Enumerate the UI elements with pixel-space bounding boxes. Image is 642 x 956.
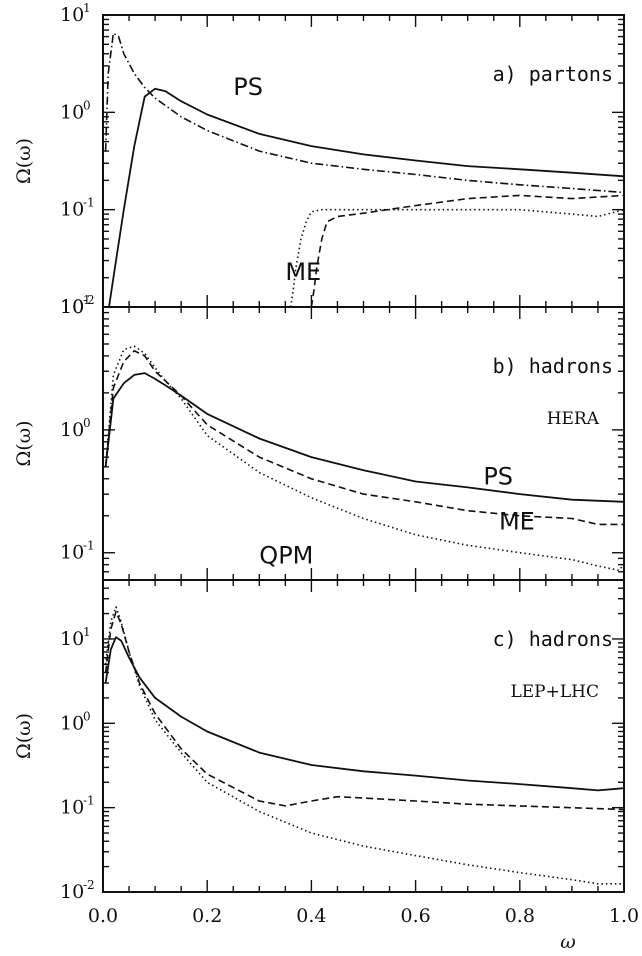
y-tick-label-exponent: -1 (83, 539, 95, 553)
y-tick-label-exponent: -1 (83, 794, 95, 808)
curve-label: QPM (259, 541, 313, 569)
x-axis-label: ω (560, 931, 576, 953)
panel-frame (102, 14, 625, 308)
y-tick-label-exponent: 1 (83, 293, 91, 307)
panel-frame (102, 579, 625, 893)
y-tick-label: 10 (60, 199, 84, 221)
x-tick-label: 0.2 (192, 905, 222, 927)
y-axis-label: Ω(ω) (13, 713, 35, 759)
y-tick-label-exponent: 1 (83, 1, 91, 15)
y-axis-label: Ω(ω) (13, 138, 35, 184)
curve-label: ME (285, 258, 321, 286)
x-tick-label: 0.0 (88, 905, 118, 927)
y-axis-label: Ω(ω) (13, 420, 35, 466)
x-tick-label: 0.6 (400, 905, 430, 927)
y-tick-label: 10 (60, 419, 84, 441)
series-line-dashed (104, 610, 624, 811)
y-tick-label: 10 (60, 296, 84, 318)
y-tick-label: 10 (60, 101, 84, 123)
y-tick-label-exponent: -2 (83, 293, 95, 307)
y-tick-label: 10 (60, 712, 84, 734)
x-tick-label: 0.8 (505, 905, 535, 927)
panel-subtitle: HERA (547, 409, 600, 429)
curve-label: PS (483, 462, 513, 490)
y-tick-label-exponent: -2 (83, 878, 95, 892)
y-tick-label: 10 (60, 542, 84, 564)
y-tick-label: 10 (60, 881, 84, 903)
y-tick-label-exponent: 0 (83, 416, 91, 430)
panel-subtitle: LEP+LHC (510, 682, 599, 702)
panel-frame (102, 306, 625, 581)
y-tick-label: 10 (60, 797, 84, 819)
y-tick-label: 10 (60, 628, 84, 650)
curve-label: ME (499, 507, 535, 535)
curve-label: PS (233, 73, 263, 101)
panel-label: b) hadrons (493, 354, 613, 378)
series-line-solid (108, 87, 624, 307)
series-line-dashed (104, 349, 624, 526)
series-line-solid (104, 372, 624, 503)
series-line-dotted (289, 208, 624, 307)
y-tick-label-exponent: 0 (83, 98, 91, 112)
y-tick-label-exponent: 0 (83, 709, 91, 723)
series-line-dotted (104, 345, 624, 572)
panel-label: c) hadrons (493, 627, 613, 651)
y-tick-label-exponent: -1 (83, 196, 95, 210)
series-line-dashed (310, 194, 624, 307)
series-line-solid (104, 636, 624, 792)
x-tick-label: 1.0 (609, 905, 639, 927)
series-line-dashdot (104, 32, 624, 194)
y-tick-label: 10 (60, 296, 84, 318)
panel-label: a) partons (493, 62, 613, 86)
y-tick-label: 10 (60, 4, 84, 26)
y-tick-label-exponent: 1 (83, 625, 91, 639)
x-tick-label: 0.4 (296, 905, 326, 927)
